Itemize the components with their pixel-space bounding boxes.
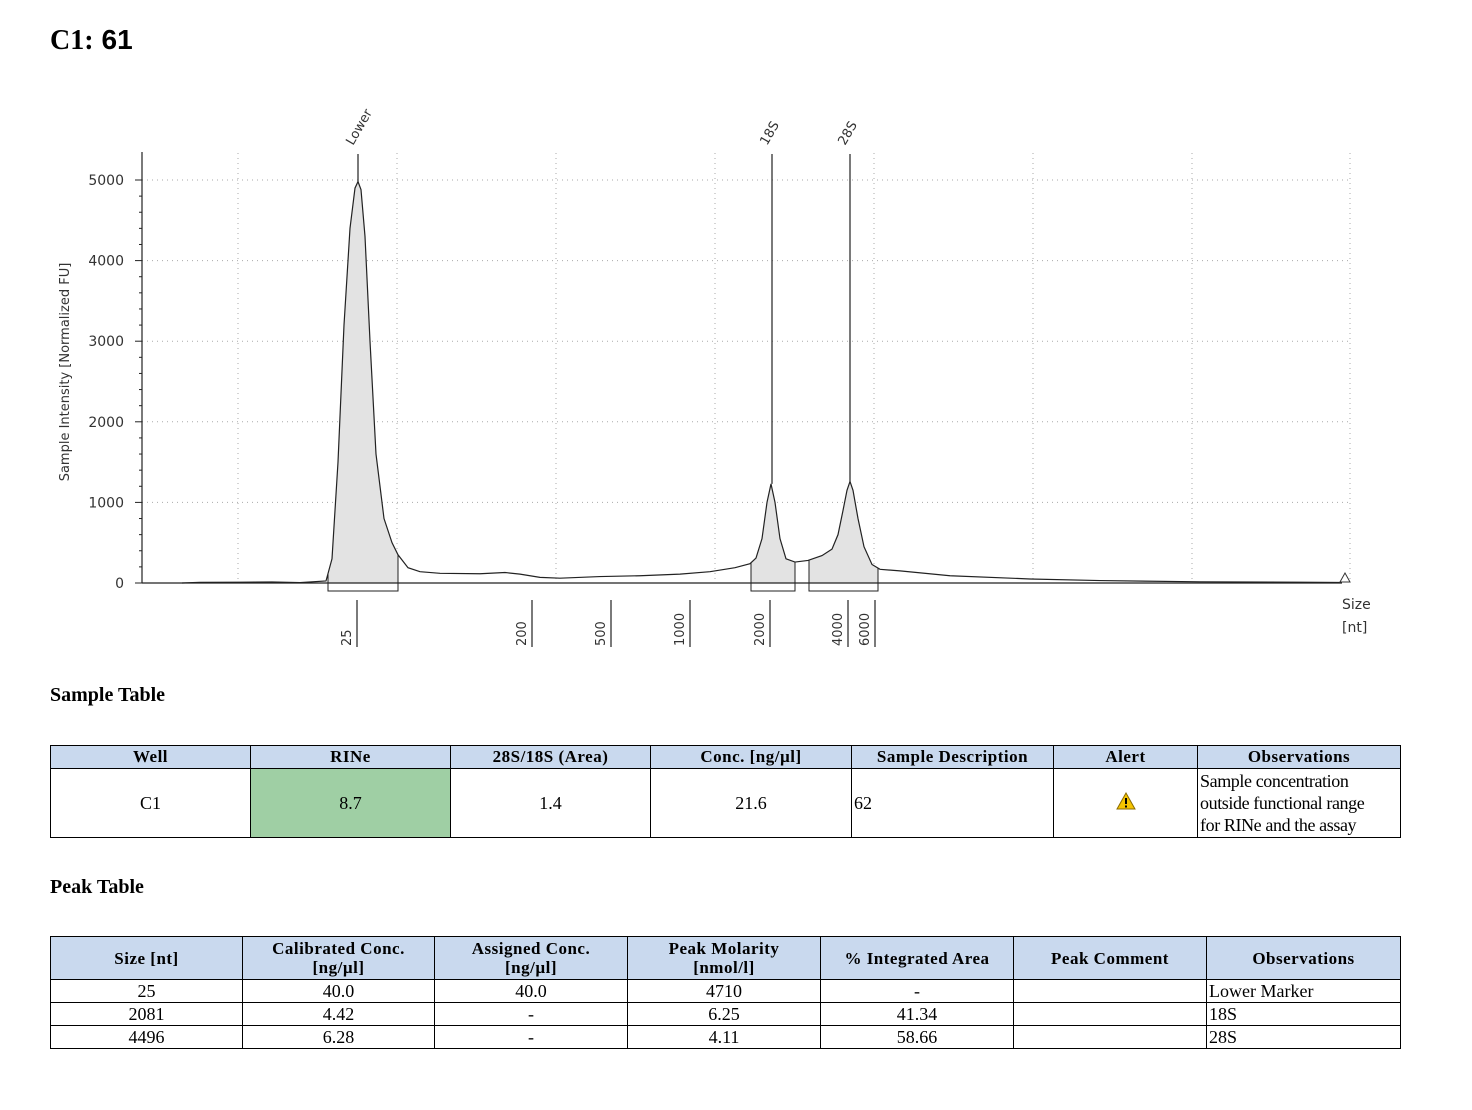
x-axis-label-unit: [nt] — [1342, 620, 1367, 636]
y-tick-label: 1000 — [88, 495, 124, 511]
x-tick-label: 500 — [594, 621, 609, 646]
peak-region-lower — [328, 181, 398, 583]
sample-table-header: Well RINe 28S/18S (Area) Conc. [ng/µl] S… — [50, 745, 1401, 769]
chart-axes — [135, 152, 1342, 584]
cell-integrated-area: - — [820, 979, 1014, 1003]
x-tick-label: 2000 — [753, 613, 768, 646]
x-tick-label: 200 — [515, 621, 530, 646]
cell-peak-comment — [1013, 1025, 1207, 1049]
table-row: 2081 4.42 - 6.25 41.34 18S — [50, 1002, 1401, 1026]
cell-assigned-conc: - — [434, 1025, 628, 1049]
x-tick-label: 1000 — [673, 613, 688, 646]
peak-table-header: Size [nt] Calibrated Conc. [ng/µl] Assign… — [50, 936, 1401, 980]
col-integrated-area: % Integrated Area — [820, 936, 1014, 980]
cell-description: 62 — [851, 768, 1054, 838]
y-tick-label: 2000 — [88, 415, 124, 431]
peak-markers: Lower 18S 28S — [343, 106, 861, 484]
sample-table: Well RINe 28S/18S (Area) Conc. [ng/µl] S… — [50, 745, 1401, 838]
cell-size: 2081 — [50, 1002, 243, 1026]
y-tick-label: 0 — [115, 576, 124, 592]
col-observations: Observations — [1206, 936, 1401, 980]
cell-peak-comment — [1013, 979, 1207, 1003]
warning-icon — [1115, 791, 1136, 809]
cell-assigned-conc: - — [434, 1002, 628, 1026]
cell-conc: 21.6 — [650, 768, 852, 838]
page-title: C1: 61 — [50, 24, 133, 57]
observation-line: Sample concentration — [1200, 771, 1349, 791]
peak-region-28s — [809, 481, 878, 583]
x-tick-label: 6000 — [858, 613, 873, 646]
col-size: Size [nt] — [50, 936, 243, 980]
well-label: C1: — [50, 25, 94, 56]
x-tick-labels: 25 200 500 1000 2000 4000 6000 — [340, 600, 876, 647]
col-rine: RINe — [250, 745, 451, 769]
y-tick-labels: 0 1000 2000 3000 4000 5000 — [88, 173, 124, 592]
col-calibrated-conc: Calibrated Conc. [ng/µl] — [242, 936, 435, 980]
electropherogram-chart: 0 1000 2000 3000 4000 5000 Lower 18S 28S 25 200 5… — [58, 106, 1371, 647]
col-description: Sample Description — [851, 745, 1054, 769]
y-axis-label: Sample Intensity [Normalized FU] — [58, 263, 73, 482]
cell-observations: Sample concentration outside functional … — [1197, 768, 1401, 838]
col-well: Well — [50, 745, 251, 769]
peak-label: Lower — [343, 106, 376, 148]
sample-table-title: Sample Table — [50, 684, 166, 706]
cell-well: C1 — [50, 768, 251, 838]
peak-bracket — [808, 583, 879, 592]
cell-observation: 18S — [1206, 1002, 1401, 1026]
cell-observation: Lower Marker — [1206, 979, 1401, 1003]
cell-peak-comment — [1013, 1002, 1207, 1026]
peak-table: Size [nt] Calibrated Conc. [ng/µl] Assign… — [50, 936, 1401, 1049]
trace-line — [181, 180, 1341, 584]
observation-line: outside functional range — [1200, 793, 1365, 813]
peak-bracket — [750, 583, 796, 592]
end-marker-icon — [1339, 571, 1351, 583]
sample-number: 61 — [101, 24, 133, 55]
col-assigned-conc: Assigned Conc. [ng/µl] — [434, 936, 628, 980]
y-tick-label: 5000 — [88, 173, 124, 189]
cell-assigned-conc: 40.0 — [434, 979, 628, 1003]
cell-size: 4496 — [50, 1025, 243, 1049]
observation-line: for RINe and the assay — [1200, 815, 1357, 835]
cell-calibrated-conc: 40.0 — [242, 979, 435, 1003]
peak-bracket — [327, 583, 399, 592]
cell-peak-molarity: 4710 — [627, 979, 821, 1003]
x-tick-label: 4000 — [831, 613, 846, 646]
y-tick-label: 4000 — [88, 254, 124, 270]
cell-observation: 28S — [1206, 1025, 1401, 1049]
table-row: 25 40.0 40.0 4710 - Lower Marker — [50, 979, 1401, 1003]
cell-integrated-area: 41.34 — [820, 1002, 1014, 1026]
peak-table-title: Peak Table — [50, 876, 144, 898]
col-peak-molarity: Peak Molarity [nmol/l] — [627, 936, 821, 980]
cell-calibrated-conc: 6.28 — [242, 1025, 435, 1049]
col-conc: Conc. [ng/µl] — [650, 745, 852, 769]
x-axis-label-size: Size — [1342, 597, 1371, 613]
peak-region-18s — [751, 483, 795, 583]
x-tick-label: 25 — [340, 629, 355, 646]
col-peak-comment: Peak Comment — [1013, 936, 1207, 980]
peak-label: 18S — [757, 119, 782, 148]
cell-peak-molarity: 6.25 — [627, 1002, 821, 1026]
col-ratio: 28S/18S (Area) — [450, 745, 651, 769]
table-row: 4496 6.28 - 4.11 58.66 28S — [50, 1025, 1401, 1049]
table-row: C1 8.7 1.4 21.6 62 Sample concentration … — [50, 768, 1401, 838]
chart-grid — [142, 153, 1351, 583]
peak-label: 28S — [835, 119, 860, 148]
cell-size: 25 — [50, 979, 243, 1003]
cell-rine: 8.7 — [250, 768, 451, 838]
cell-ratio: 1.4 — [450, 768, 651, 838]
col-alert: Alert — [1053, 745, 1198, 769]
cell-peak-molarity: 4.11 — [627, 1025, 821, 1049]
col-observations: Observations — [1197, 745, 1401, 769]
chart-area — [181, 180, 1341, 592]
cell-integrated-area: 58.66 — [820, 1025, 1014, 1049]
y-tick-label: 3000 — [88, 334, 124, 350]
cell-alert — [1053, 768, 1198, 838]
cell-calibrated-conc: 4.42 — [242, 1002, 435, 1026]
